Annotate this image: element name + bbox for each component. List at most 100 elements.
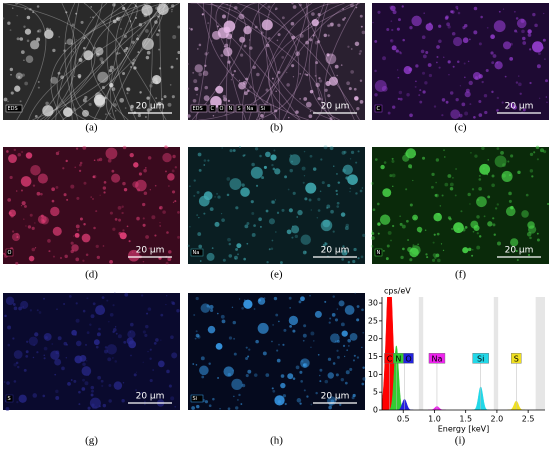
speckle <box>104 349 108 354</box>
speckle <box>227 60 231 64</box>
speckle <box>254 147 259 151</box>
speckle <box>51 187 55 192</box>
speckle <box>33 344 36 347</box>
particle <box>157 3 169 16</box>
speckle <box>443 56 445 58</box>
particle <box>81 366 92 376</box>
speckle <box>491 174 495 178</box>
speckle <box>240 53 244 57</box>
speckle <box>109 312 114 317</box>
speckle <box>10 91 14 95</box>
speckle <box>409 258 413 262</box>
speckle <box>385 257 389 261</box>
speckle <box>527 33 532 37</box>
particle <box>30 40 40 50</box>
speckle <box>319 190 322 193</box>
speckle <box>38 311 42 314</box>
speckle <box>82 378 86 382</box>
speckle <box>227 99 231 103</box>
particle <box>50 350 60 360</box>
speckle <box>82 362 86 367</box>
speckle <box>126 92 129 95</box>
particle <box>26 15 31 20</box>
speckle <box>195 296 199 301</box>
speckle <box>124 107 127 109</box>
speckle <box>171 190 176 194</box>
speckle <box>154 234 157 237</box>
speckle <box>36 351 39 354</box>
speckle <box>154 20 158 24</box>
particle <box>325 81 331 87</box>
particle <box>14 85 21 92</box>
speckle <box>332 230 335 233</box>
speckle <box>359 49 363 53</box>
speckle <box>196 190 200 194</box>
particle <box>416 226 423 233</box>
scale-bar-label: 20 μm <box>321 392 350 402</box>
speckle <box>461 102 466 107</box>
fiber <box>268 2 360 121</box>
speckle <box>370 244 374 248</box>
speckle <box>82 145 87 150</box>
speckle <box>348 87 352 91</box>
panel-label: (a) <box>85 122 98 134</box>
particle <box>300 358 310 368</box>
speckle <box>98 327 101 331</box>
image-background <box>3 147 180 264</box>
speckle <box>516 31 518 33</box>
micrograph: Na 20 μm <box>187 145 366 264</box>
speckle <box>522 108 526 112</box>
speckle <box>112 357 114 359</box>
speckle <box>273 149 276 152</box>
speckle <box>414 85 417 88</box>
speckle <box>529 48 532 51</box>
speckle <box>129 20 132 22</box>
speckle <box>422 156 426 160</box>
fiber <box>28 2 180 121</box>
speckle <box>329 117 333 121</box>
speckle <box>324 248 326 250</box>
particle <box>476 196 487 208</box>
particle <box>229 178 242 190</box>
particle <box>490 34 495 40</box>
speckle <box>532 12 536 17</box>
speckle <box>62 167 65 170</box>
speckle <box>34 247 37 249</box>
speckle <box>234 6 238 10</box>
speckle <box>281 16 285 20</box>
speckle <box>308 198 312 202</box>
speckle <box>145 116 147 118</box>
speckle <box>137 113 141 118</box>
speckle <box>45 101 49 106</box>
speckle <box>159 207 162 210</box>
speckle <box>245 77 249 81</box>
speckle <box>88 102 92 106</box>
tag-label: C <box>211 106 215 112</box>
speckle <box>83 37 86 39</box>
particle <box>214 221 220 227</box>
particle <box>93 94 106 106</box>
tag-label: O <box>220 106 224 112</box>
speckle <box>464 23 468 28</box>
particle <box>405 148 416 159</box>
speckle <box>397 76 400 79</box>
speckle <box>136 37 140 41</box>
particle <box>328 76 339 86</box>
speckle <box>272 389 276 393</box>
speckle <box>519 92 522 95</box>
speckle <box>228 336 233 340</box>
speckle <box>42 219 45 222</box>
particle <box>238 13 245 20</box>
speckle <box>278 343 280 346</box>
particle <box>63 107 73 117</box>
tag-box <box>244 104 258 113</box>
particle <box>309 89 314 94</box>
image-background <box>188 147 365 264</box>
particle <box>52 226 62 236</box>
speckle <box>305 40 309 45</box>
speckle <box>98 157 103 162</box>
speckle <box>73 235 75 237</box>
speckle <box>146 50 151 55</box>
speckle <box>42 220 46 223</box>
speckle <box>243 257 246 261</box>
